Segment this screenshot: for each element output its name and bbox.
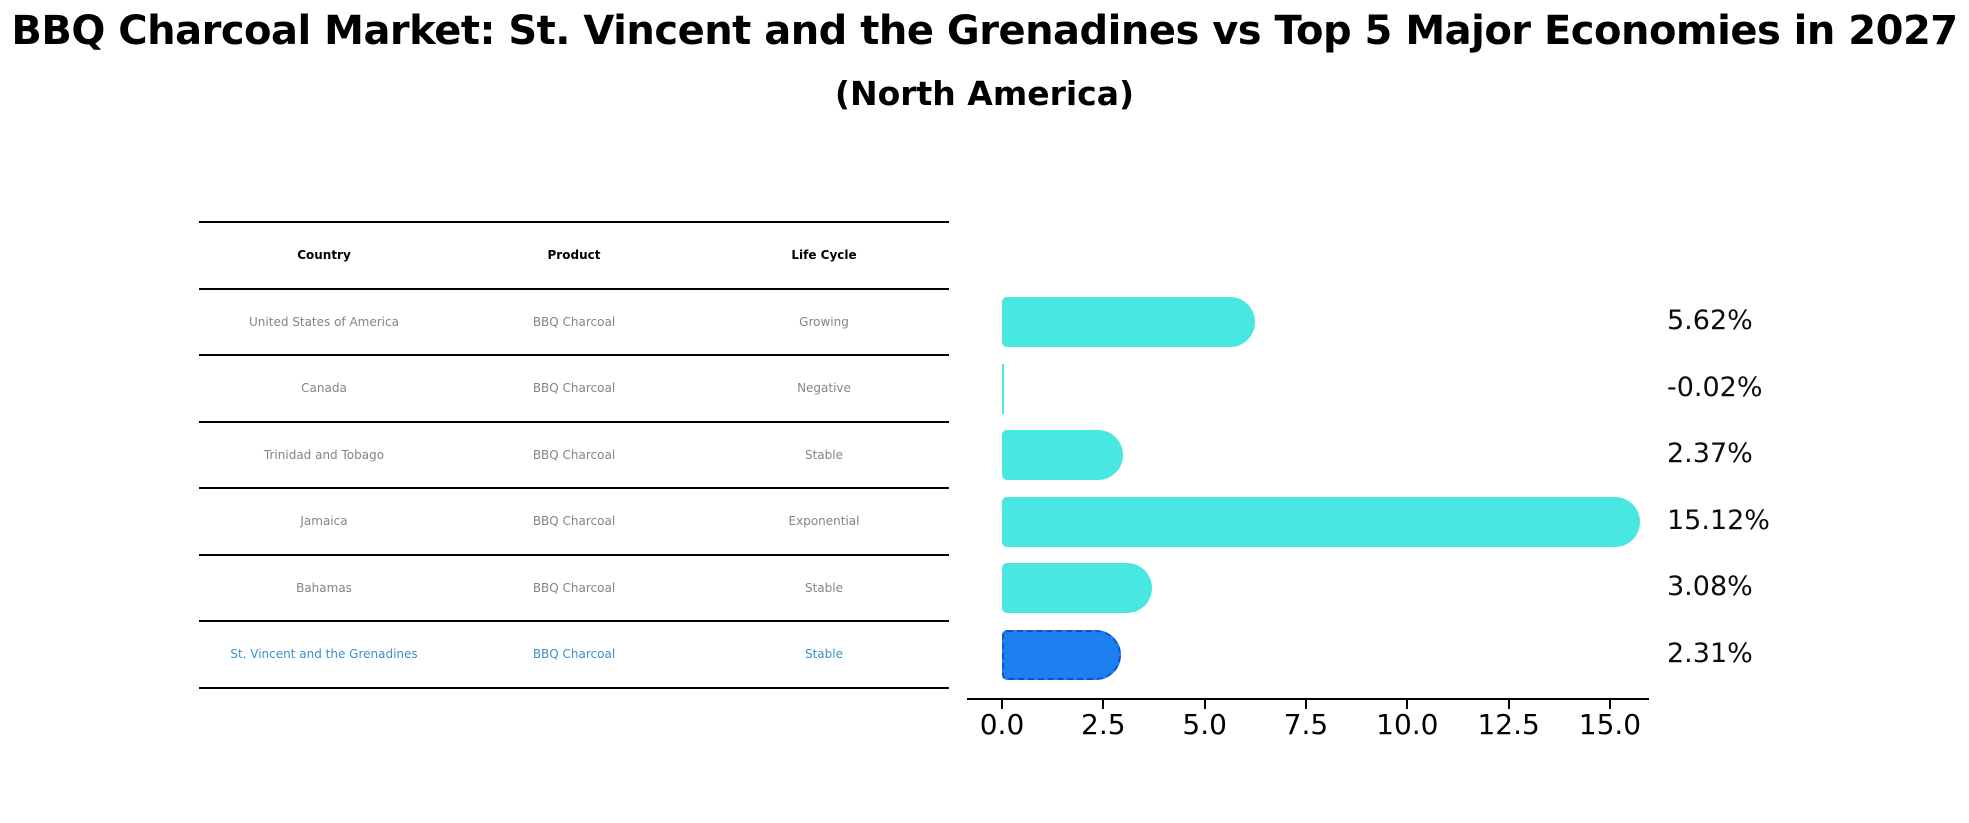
page-title: BBQ Charcoal Market: St. Vincent and the… [11, 8, 1958, 54]
bar [1002, 496, 1640, 547]
country-data-table: Country Product Life Cycle United States of… [199, 221, 949, 689]
value-label: 2.37% [1667, 438, 1753, 469]
cell-product: BBQ Charcoal [532, 314, 616, 329]
x-axis-tick-label: 15.0 [1578, 708, 1642, 741]
x-axis-tick [1406, 700, 1409, 709]
table-row: United States of America BBQ Charcoal Grow… [199, 287, 949, 355]
page-subtitle: (North America) [834, 74, 1135, 113]
cell-country: Jamaica [300, 514, 348, 529]
cell-product: BBQ Charcoal [532, 580, 616, 595]
header-cell-product: Product [547, 248, 601, 263]
cell-country: Bahamas [296, 580, 352, 595]
cell-life-cycle: Stable [804, 580, 843, 595]
cell-country: Canada [301, 381, 347, 396]
header-cell-country: Country [297, 248, 351, 263]
header-cell-life-cycle: Life Cycle [791, 248, 857, 263]
cell-country: United States of America [249, 314, 399, 329]
bar [1002, 297, 1255, 347]
value-label: 15.12% [1667, 504, 1770, 536]
cell-product: BBQ Charcoal [532, 514, 616, 529]
value-label: 3.08% [1667, 571, 1753, 602]
x-axis-tick-label: 10.0 [1376, 708, 1439, 741]
cell-life-cycle: Exponential [788, 514, 860, 529]
x-axis-tick [1304, 700, 1307, 709]
x-axis-tick-label: 12.5 [1477, 708, 1540, 741]
value-label: 2.31% [1667, 637, 1753, 669]
cell-product: BBQ Charcoal [532, 381, 616, 396]
table-row: Jamaica BBQ Charcoal Exponential [199, 487, 949, 554]
cell-product: BBQ Charcoal [532, 647, 616, 662]
cell-country: Trinidad and Tobago [263, 447, 385, 462]
cell-life-cycle: Stable [804, 647, 843, 662]
x-axis-tick [1507, 700, 1510, 709]
x-axis-tick [1203, 700, 1206, 709]
table-header-row: Country Product Life Cycle [199, 221, 949, 288]
x-axis-tick-label: 2.5 [1081, 708, 1126, 741]
value-label: -0.02% [1667, 371, 1763, 403]
bar [1002, 363, 1004, 414]
x-axis-tick [1608, 700, 1611, 709]
table-row: Bahamas BBQ Charcoal Stable [199, 553, 949, 621]
x-axis-tick-label: 7.5 [1283, 708, 1329, 741]
x-axis-tick-label: 0.0 [979, 708, 1025, 741]
table-row: Canada BBQ Charcoal Negative [199, 354, 949, 421]
table-row: Trinidad and Tobago BBQ Charcoal Stable [199, 420, 949, 488]
cell-country: St. Vincent and the Grenadines [230, 647, 418, 662]
bar [1002, 563, 1152, 613]
x-axis [967, 698, 1649, 700]
table-row: St. Vincent and the Grenadines BBQ Charco… [199, 620, 949, 689]
value-label: 5.62% [1667, 305, 1753, 336]
cell-product: BBQ Charcoal [532, 447, 616, 462]
x-axis-tick-label: 5.0 [1182, 708, 1227, 741]
cell-life-cycle: Stable [804, 447, 843, 462]
cell-life-cycle: Growing [799, 314, 849, 329]
x-axis-tick [1102, 700, 1105, 709]
cell-life-cycle: Negative [797, 381, 851, 396]
bar-highlighted [1002, 629, 1121, 680]
x-axis-tick [1001, 700, 1003, 709]
bar [1002, 430, 1124, 480]
